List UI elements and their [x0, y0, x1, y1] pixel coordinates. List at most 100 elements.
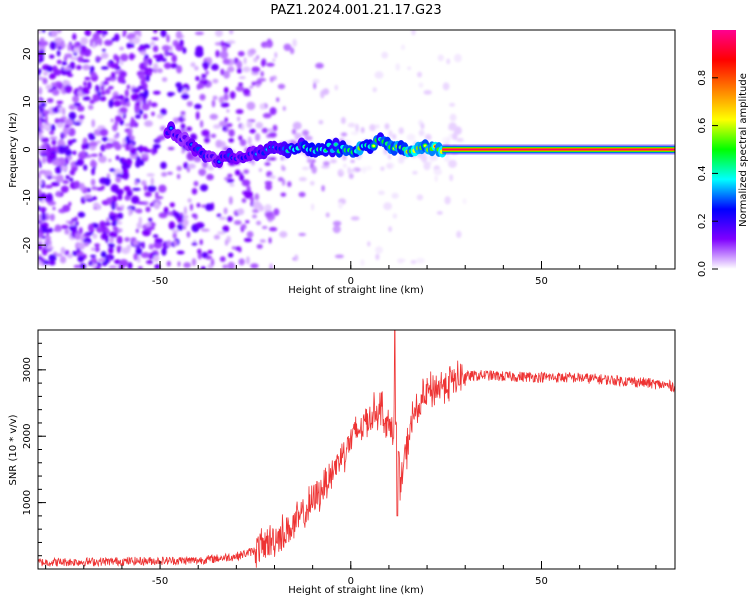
speckle-blob [176, 65, 183, 74]
speckle-blob [449, 113, 457, 122]
speckle-blob [151, 37, 159, 41]
speckle-blob [249, 48, 256, 55]
colorbar-ticks: 0.0 0.2 0.4 0.6 0.8 [697, 70, 718, 277]
speckle-blob [128, 53, 135, 61]
speckle-blob [59, 165, 68, 171]
speckle-blob [197, 248, 202, 255]
speckle-blob [115, 190, 120, 195]
speckle-blob [38, 241, 43, 246]
speckle-blob [167, 52, 174, 56]
speckle-blob [38, 112, 43, 119]
speckle-blob [160, 30, 167, 38]
speckle-blob [258, 168, 262, 172]
speckle-blob [350, 216, 360, 221]
speckle-blob [116, 235, 123, 245]
speckle-blob [383, 202, 392, 211]
speckle-blob [350, 131, 359, 135]
speckle-blob [176, 173, 181, 180]
speckle-blob [148, 217, 153, 222]
speckle-blob [260, 71, 264, 77]
speckle-blob [152, 45, 159, 53]
speckle-blob [45, 150, 50, 157]
speckle-blob [238, 258, 245, 266]
speckle-blob [387, 163, 392, 169]
speckle-blob [182, 215, 189, 219]
speckle-blob [249, 85, 254, 89]
speckle-blob [99, 220, 106, 228]
speckle-blob [128, 207, 132, 217]
speckle-blob [158, 184, 167, 193]
speckle-blob [222, 58, 231, 65]
speckle-blob [56, 50, 61, 57]
speckle-blob [234, 169, 241, 176]
speckle-blob [247, 136, 252, 145]
speckle-blob [281, 166, 286, 172]
speckle-blob [236, 60, 243, 69]
speckle-blob [39, 37, 45, 42]
speckle-blob [388, 130, 393, 138]
speckle-blob [202, 160, 208, 169]
speckle-blob [153, 201, 160, 210]
speckle-blob [205, 70, 209, 76]
speckle-blob [172, 229, 179, 234]
speckle-blob [141, 241, 145, 249]
speckle-blob [268, 157, 277, 161]
speckle-blob [101, 30, 108, 36]
tick-label: 0 [348, 276, 354, 287]
speckle-blob [340, 169, 344, 174]
speckle-blob [186, 126, 193, 132]
speckle-blob [434, 175, 438, 183]
speckle-blob [89, 65, 95, 72]
speckle-blob [75, 221, 79, 226]
speckle-blob [46, 175, 53, 180]
speckle-blob [99, 128, 109, 137]
speckle-blob [191, 188, 198, 195]
speckle-blob [206, 173, 214, 181]
speckle-blob [135, 228, 139, 233]
speckle-blob [100, 66, 109, 70]
speckle-blob [252, 214, 257, 219]
speckle-blob [437, 54, 444, 62]
speckle-blob [264, 204, 272, 213]
speckle-blob [245, 220, 250, 224]
speckle-blob [318, 120, 324, 125]
speckle-blob [350, 159, 355, 163]
speckle-blob [401, 44, 405, 51]
speckle-blob [49, 54, 55, 59]
speckle-blob [103, 231, 107, 240]
speckle-blob [107, 138, 117, 142]
speckle-blob [170, 62, 178, 69]
speckle-blob [238, 135, 243, 141]
speckle-blob [38, 205, 41, 211]
speckle-blob [108, 246, 114, 254]
speckle-blob [194, 31, 204, 36]
speckle-blob [126, 157, 133, 166]
speckle-blob [141, 102, 150, 111]
speckle-blob [154, 263, 161, 269]
speckle-blob [135, 94, 140, 100]
speckle-blob [325, 212, 330, 218]
speckle-blob [163, 62, 172, 69]
speckle-blob [167, 146, 175, 151]
speckle-blob [68, 201, 72, 207]
speckle-blob [415, 257, 425, 264]
speckle-blob [264, 180, 273, 185]
speckle-blob [52, 175, 57, 180]
speckle-blob [181, 93, 190, 100]
speckle-blob [76, 247, 81, 254]
speckle-blob [223, 93, 229, 101]
speckle-blob [444, 196, 451, 205]
speckle-blob [114, 70, 119, 75]
speckle-blob [242, 88, 251, 95]
speckle-blob [266, 62, 275, 67]
speckle-blob [57, 118, 65, 124]
speckle-blob [175, 30, 183, 39]
speckle-blob [340, 132, 348, 137]
speckle-blob [156, 137, 160, 141]
speckle-blob [100, 84, 105, 92]
speckle-blob [209, 113, 218, 120]
speckle-blob [251, 158, 256, 166]
speckle-blob [160, 161, 167, 170]
speckle-blob [361, 166, 367, 174]
colorbar-gradient [712, 30, 736, 269]
